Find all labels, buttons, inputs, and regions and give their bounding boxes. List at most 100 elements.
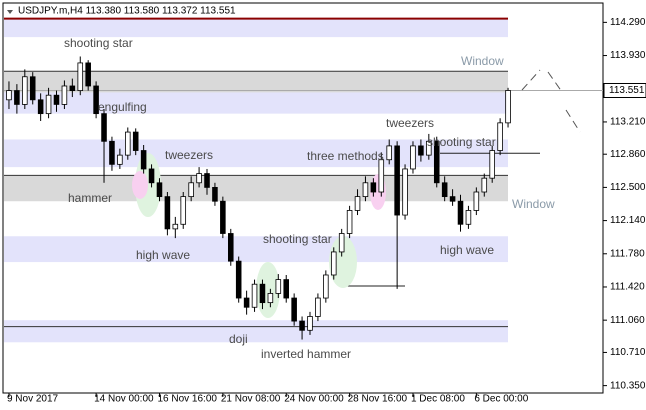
candle-body [101,113,107,142]
candle-body [156,182,163,198]
candles-layer [6,56,511,340]
candle-body [291,297,297,322]
x-tick-label: 6 Dec 00:00 [474,394,528,405]
candle-body [53,94,60,105]
candle-body [275,279,282,294]
annotation: shooting star [263,232,332,246]
annotation: shooting star [427,135,496,149]
annotation: inverted hammer [261,347,351,361]
candle-body [465,210,472,225]
candle-body [196,173,202,184]
x-tick-label: 16 Nov 16:00 [157,394,217,405]
zone [4,92,508,114]
candle-body [378,159,385,193]
candle-body [29,76,36,101]
candle-body [69,85,76,91]
annotation: shooting star [64,36,133,50]
candle-body [180,196,187,225]
candle-body [22,76,28,105]
zone [4,175,508,202]
candle-body [235,260,242,299]
candle-body [338,233,345,253]
candle-body [188,182,194,198]
candle-body [283,279,290,299]
y-tick-label: 111.060 [610,315,645,326]
candle-body [354,196,361,211]
x-tick-label: 1 Dec 08:00 [411,394,465,405]
candle-body [441,182,448,198]
candle-body [370,182,377,193]
candle-body [251,283,258,308]
candle-body [227,233,234,262]
candle-body [85,62,91,87]
y-tick-label: 112.500 [610,182,646,193]
candle-body [481,177,488,193]
candle-body [267,293,274,304]
candle-body [125,131,131,156]
candle-body [433,140,440,184]
price-box [603,82,646,98]
y-tick-label: 113.930 [610,50,646,61]
annotation: tweezers [386,116,434,130]
y-tick-label: 112.140 [610,215,646,226]
candle-body [473,191,480,211]
candle-body [93,85,99,115]
annotation: engulfing [98,100,147,114]
chart-title: USDJPY.m,H4 113.380 113.580 113.372 113.… [18,6,236,17]
candle-body [346,210,353,234]
highlight [132,171,148,199]
candle-body [164,196,171,230]
annotation: doji [229,332,248,346]
y-tick-label: 111.420 [610,282,645,293]
projection [521,69,581,133]
candle-body [323,274,329,299]
annotation: hammer [68,191,112,205]
annotation: high wave [440,243,494,257]
annotation: Window [512,197,555,211]
candle-body [6,90,12,101]
candle-body [410,145,416,170]
candle-body [212,186,218,202]
zone [4,71,508,93]
candle-body [497,122,503,151]
candle-body [457,200,464,225]
annotation: tweezers [165,148,213,162]
candle-body [299,320,305,331]
candle-body [61,85,68,105]
x-tick-label: 28 Nov 16:00 [348,394,408,405]
x-tick-label: 24 Nov 00:00 [284,394,344,405]
x-tick-label: 14 Nov 00:00 [94,394,154,405]
candle-body [386,145,392,161]
zone [4,320,508,343]
candle-body [394,145,400,216]
candle-body [330,251,337,276]
y-tick-label: 114.290 [610,17,646,28]
candle-body [362,182,369,198]
background-layer [4,17,603,343]
price-label: 113.551 [609,85,645,96]
candle-body [77,62,84,91]
candle-body [259,283,266,304]
candle-body [315,297,321,317]
candle-body [243,297,250,308]
candle-body [204,173,210,188]
candle-body [45,94,52,115]
y-tick-label: 110.710 [610,347,646,358]
candle-body [172,223,179,230]
x-tick-label: 9 Nov 2017 [7,394,59,405]
annotation: Window [461,54,504,68]
candle-body [117,154,123,165]
zone [4,139,508,168]
candle-body [132,131,139,151]
y-tick-label: 112.860 [610,149,646,160]
candle-body [14,90,20,105]
zone [4,236,508,263]
annotation: three methods [307,149,384,163]
icon [7,10,13,14]
zone [4,18,508,38]
candle-body [37,99,44,115]
y-tick-label: 111.780 [610,248,645,259]
candle-body [449,196,456,202]
annotation: high wave [136,248,190,262]
